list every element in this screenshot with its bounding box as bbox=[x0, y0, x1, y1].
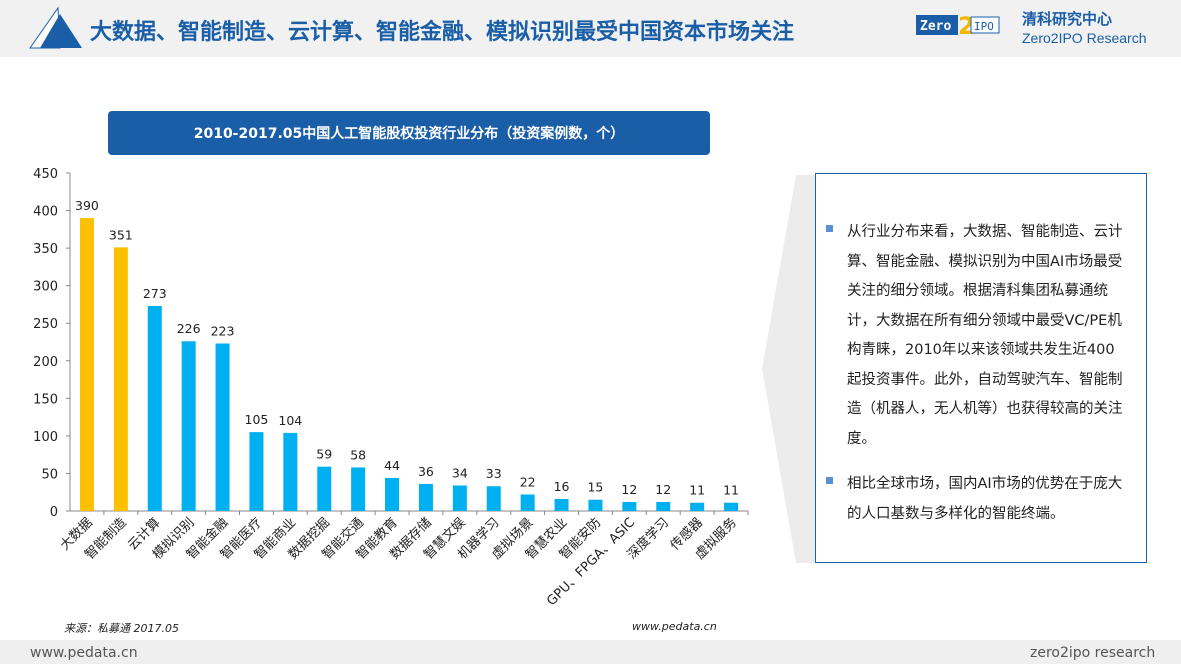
chart-title: 2010-2017.05中国人工智能股权投资行业分布（投资案例数，个） bbox=[108, 111, 710, 155]
data-label: 36 bbox=[418, 464, 434, 479]
bar bbox=[215, 343, 230, 511]
data-label: 58 bbox=[350, 447, 366, 462]
brand-en: Zero2IPO Research bbox=[1022, 30, 1147, 46]
data-label: 105 bbox=[245, 412, 269, 427]
bar bbox=[724, 502, 739, 511]
page-title: 大数据、智能制造、云计算、智能金融、模拟识别最受中国资本市场关注 bbox=[90, 20, 795, 45]
bar bbox=[520, 494, 535, 511]
bar bbox=[181, 341, 196, 511]
data-label: 12 bbox=[655, 482, 671, 497]
zero2ipo-logo: Zero 2 IPO bbox=[916, 14, 1000, 36]
bullet-2: 相比全球市场，国内AI市场的优势在于庞大的人口基数与多样化的智能终端。 bbox=[826, 470, 1126, 529]
bar bbox=[317, 466, 332, 511]
source-note: 来源：私募通 2017.05 bbox=[64, 622, 179, 635]
data-label: 44 bbox=[384, 458, 400, 473]
bullet-text: 从行业分布来看，大数据、智能制造、云计算、智能金融、模拟识别为中国AI市场最受关… bbox=[847, 224, 1123, 447]
bar bbox=[588, 499, 603, 511]
source-url: www.pedata.cn bbox=[632, 620, 717, 633]
bar bbox=[452, 485, 467, 511]
data-label: 34 bbox=[452, 465, 468, 480]
summary-panel: 从行业分布来看，大数据、智能制造、云计算、智能金融、模拟识别为中国AI市场最受关… bbox=[815, 173, 1147, 563]
bar bbox=[418, 483, 433, 511]
footer-left: www.pedata.cn bbox=[30, 645, 138, 661]
data-label: 226 bbox=[177, 321, 201, 336]
y-tick-label: 200 bbox=[33, 355, 58, 370]
y-tick-label: 450 bbox=[33, 167, 58, 182]
bar bbox=[283, 432, 298, 511]
bar-chart: 050100150200250300350400450390大数据351智能制造… bbox=[33, 167, 749, 609]
brand-cn: 清科研究中心 bbox=[1022, 10, 1113, 28]
bar bbox=[385, 477, 400, 511]
pointer-arrow bbox=[762, 175, 816, 563]
y-tick-label: 350 bbox=[33, 242, 58, 257]
bar bbox=[690, 502, 705, 511]
y-tick-label: 300 bbox=[33, 280, 58, 295]
y-tick-label: 0 bbox=[50, 505, 58, 520]
data-label: 104 bbox=[278, 413, 302, 428]
bar bbox=[351, 467, 366, 511]
bullet-1: 从行业分布来看，大数据、智能制造、云计算、智能金融、模拟识别为中国AI市场最受关… bbox=[826, 218, 1126, 454]
y-tick-label: 150 bbox=[33, 392, 58, 407]
bar bbox=[249, 432, 264, 511]
bar bbox=[79, 218, 94, 512]
bullet-square-icon bbox=[826, 225, 833, 232]
data-label: 351 bbox=[109, 227, 133, 242]
data-label: 11 bbox=[723, 483, 739, 498]
bar bbox=[656, 501, 671, 511]
y-tick-label: 50 bbox=[41, 467, 58, 482]
header: 大数据、智能制造、云计算、智能金融、模拟识别最受中国资本市场关注 Zero 2 IP… bbox=[0, 0, 1181, 57]
data-label: 59 bbox=[316, 447, 332, 462]
y-tick-label: 100 bbox=[33, 430, 58, 445]
bar bbox=[486, 486, 501, 511]
y-tick-label: 250 bbox=[33, 317, 58, 332]
data-label: 16 bbox=[554, 479, 570, 494]
bar bbox=[147, 305, 162, 511]
data-label: 390 bbox=[75, 198, 99, 213]
mountain-logo-icon bbox=[29, 6, 82, 49]
data-label: 223 bbox=[211, 324, 235, 339]
svg-text:IPO: IPO bbox=[974, 20, 994, 33]
data-label: 33 bbox=[486, 466, 502, 481]
bar bbox=[113, 247, 128, 512]
bar bbox=[622, 501, 637, 511]
footer-right: zero2ipo research bbox=[1030, 645, 1156, 661]
footer bbox=[0, 640, 1181, 664]
data-label: 12 bbox=[621, 482, 637, 497]
data-label: 15 bbox=[587, 480, 603, 495]
bar bbox=[554, 498, 569, 511]
y-tick-label: 400 bbox=[33, 205, 58, 220]
svg-text:Zero: Zero bbox=[920, 19, 951, 34]
data-label: 11 bbox=[689, 483, 705, 498]
bullet-square-icon bbox=[826, 477, 833, 484]
bullet-text: 相比全球市场，国内AI市场的优势在于庞大的人口基数与多样化的智能终端。 bbox=[847, 476, 1123, 522]
data-label: 22 bbox=[520, 474, 536, 489]
data-label: 273 bbox=[143, 286, 167, 301]
